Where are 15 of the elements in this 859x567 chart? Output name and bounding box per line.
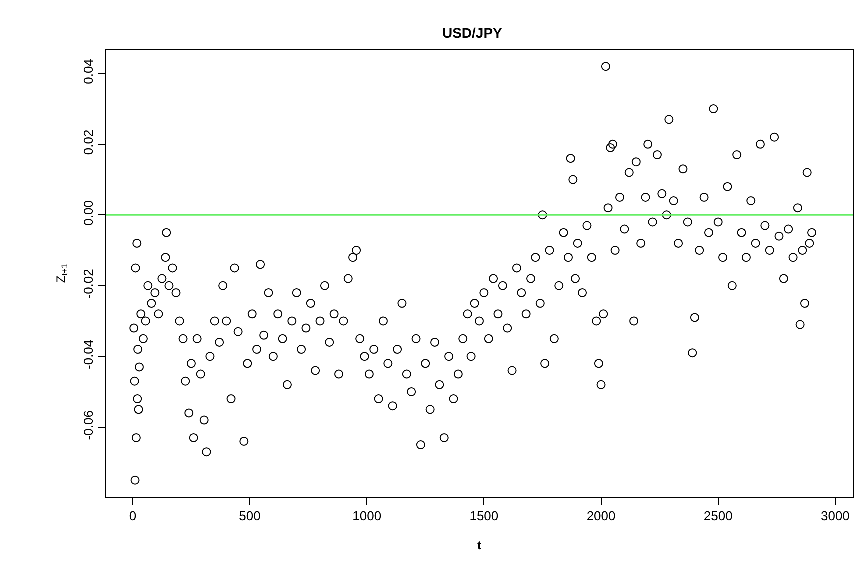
x-tick-label: 2500 (704, 508, 733, 524)
x-tick-label: 1500 (470, 508, 499, 524)
x-tick-label: 1000 (352, 508, 382, 524)
y-tick-label: 0.00 (80, 200, 96, 226)
x-tick-label: 3000 (820, 508, 850, 524)
y-tick-label: -0.06 (80, 410, 96, 440)
x-tick-label: 0 (129, 508, 137, 524)
x-tick-label: 500 (239, 508, 261, 524)
x-axis-title: t (478, 538, 482, 552)
y-tick-label: -0.04 (80, 340, 96, 370)
chart-title: USD/JPY (442, 25, 504, 42)
y-tick-label: -0.02 (80, 269, 96, 299)
x-tick-label: 2000 (586, 508, 616, 524)
y-tick-label: 0.04 (80, 59, 96, 84)
y-tick-label: 0.02 (80, 130, 96, 156)
